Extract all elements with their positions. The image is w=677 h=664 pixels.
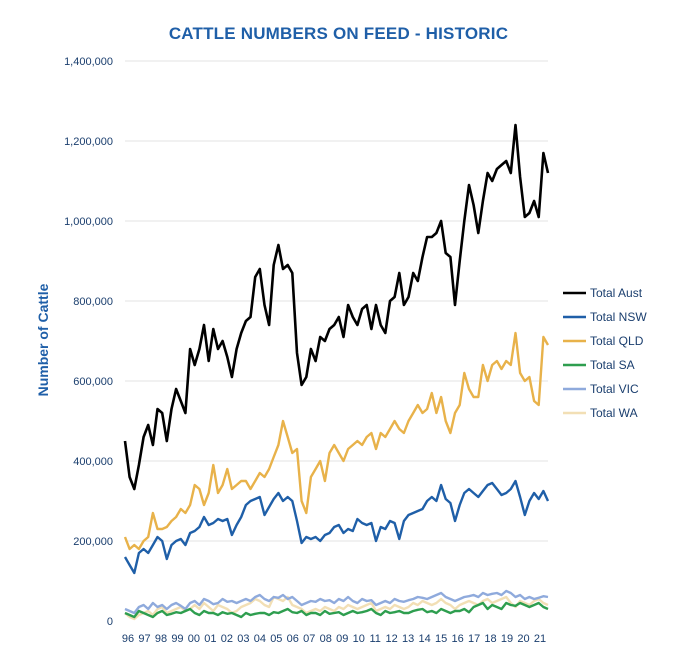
x-tick-label: 97: [138, 633, 150, 645]
legend-label-total-sa: Total SA: [590, 358, 635, 372]
y-tick-label: 1,000,000: [64, 216, 113, 228]
gridlines: [125, 60, 548, 542]
y-tick-label: 0: [107, 616, 113, 628]
x-tick-label: 15: [435, 633, 447, 645]
x-tick-label: 14: [419, 633, 431, 645]
legend-label-total-qld: Total QLD: [590, 334, 644, 348]
x-tick-label: 04: [254, 633, 266, 645]
x-tick-label: 13: [402, 633, 414, 645]
legend-label-total-nsw: Total NSW: [590, 310, 647, 324]
x-tick-label: 19: [501, 633, 513, 645]
y-tick-label: 1,400,000: [64, 56, 113, 68]
y-tick-label: 600,000: [73, 376, 113, 388]
x-tick-label: 11: [369, 633, 380, 645]
series-line-total-aust: [123, 123, 550, 491]
x-tick-label: 00: [188, 633, 200, 645]
y-tick-label: 200,000: [73, 536, 113, 548]
x-tick-label: 17: [468, 633, 480, 645]
x-tick-label: 18: [484, 633, 496, 645]
y-axis-ticks: 0 200,000 400,000 600,000 800,000 1,000,000 1,…: [64, 56, 113, 628]
x-tick-label: 07: [303, 633, 315, 645]
chart-title: CATTLE NUMBERS ON FEED - HISTORIC: [168, 24, 509, 43]
y-tick-label: 800,000: [73, 296, 113, 308]
x-tick-label: 06: [287, 633, 299, 645]
x-tick-label: 96: [122, 633, 134, 645]
x-tick-label: 12: [386, 633, 398, 645]
x-tick-label: 20: [517, 633, 529, 645]
x-tick-label: 01: [204, 633, 216, 645]
x-tick-label: 99: [171, 633, 183, 645]
x-tick-label: 08: [320, 633, 332, 645]
x-tick-label: 16: [451, 633, 463, 645]
legend: Total Aust Total NSW Total QLD Total SA Tota…: [563, 286, 647, 420]
series-line-total-sa: [124, 601, 549, 619]
series-line-total-vic: [124, 589, 549, 615]
x-tick-label: 03: [237, 633, 249, 645]
legend-label-total-wa: Total WA: [590, 406, 638, 420]
y-tick-label: 1,200,000: [64, 136, 113, 148]
series-line-total-qld: [123, 331, 550, 551]
x-tick-label: 21: [534, 633, 546, 645]
x-tick-label: 09: [336, 633, 348, 645]
x-tick-label: 98: [155, 633, 167, 645]
y-tick-label: 400,000: [73, 456, 113, 468]
legend-label-total-vic: Total VIC: [590, 382, 639, 396]
series-line-total-nsw: [123, 479, 550, 575]
legend-label-total-aust: Total Aust: [590, 286, 643, 300]
series-lines: [123, 123, 550, 621]
x-tick-label: 10: [353, 633, 365, 645]
x-axis-ticks: 96 97 98 99 00 01 02 03 04 05 06 07 08 09 10 11 12 13 14 15…: [122, 633, 546, 645]
x-tick-label: 02: [221, 633, 233, 645]
x-tick-label: 05: [270, 633, 282, 645]
